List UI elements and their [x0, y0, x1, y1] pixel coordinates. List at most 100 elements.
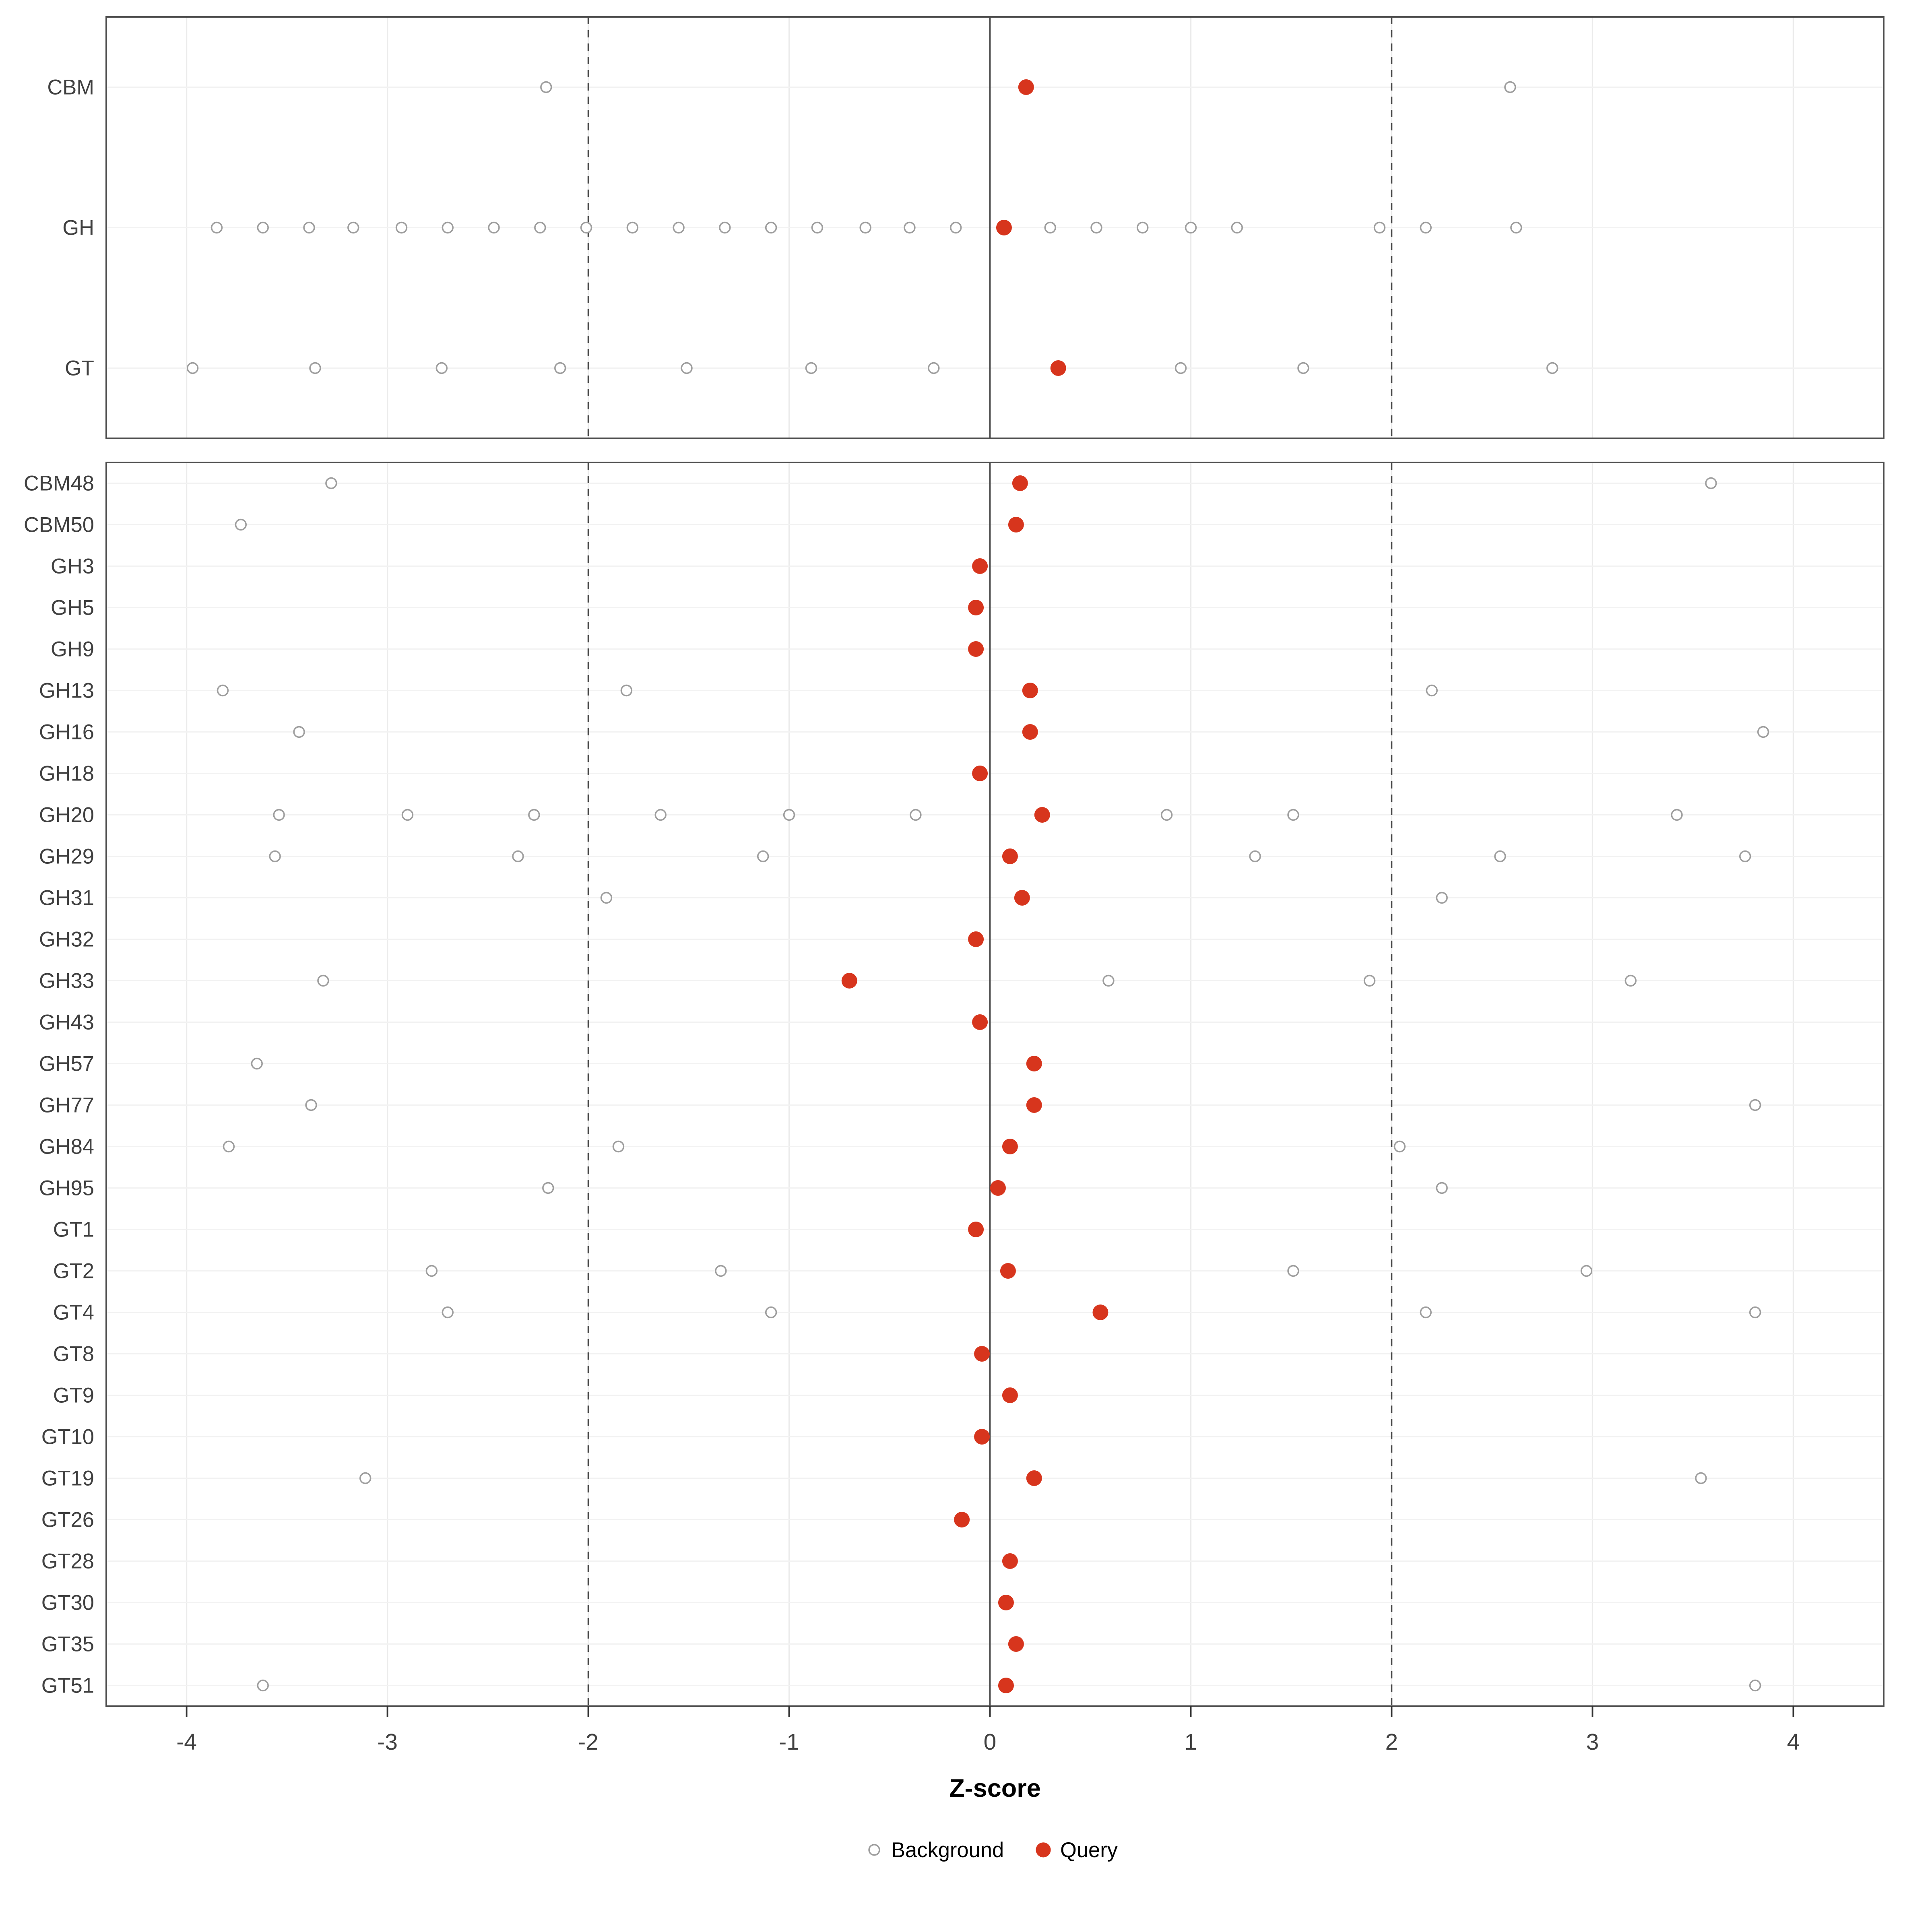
- background-point: [1363, 974, 1376, 987]
- background-point: [273, 809, 285, 821]
- y-axis-label: GT51: [41, 1674, 94, 1698]
- legend-query-icon: [1036, 1842, 1051, 1858]
- background-point: [223, 1140, 235, 1153]
- panel-background: [106, 462, 1884, 1706]
- background-point: [186, 362, 199, 374]
- legend-background-icon: [868, 1844, 880, 1856]
- query-point: [972, 558, 988, 574]
- y-axis-label: GH9: [51, 638, 94, 661]
- panel-summary: CBM GH GT: [47, 16, 1885, 439]
- background-point: [765, 1306, 777, 1319]
- background-point: [1436, 892, 1448, 904]
- background-point: [1436, 1182, 1448, 1194]
- y-axis-label: GT1: [53, 1218, 94, 1242]
- background-point: [765, 221, 777, 234]
- query-point: [1000, 1263, 1016, 1279]
- query-point: [1034, 807, 1050, 823]
- y-axis-label: GH31: [39, 886, 94, 910]
- query-point: [968, 1222, 984, 1238]
- x-axis-tick-label: 3: [1586, 1729, 1599, 1755]
- x-axis-tick-label: -1: [779, 1729, 799, 1755]
- x-axis-tick-label: 0: [984, 1729, 997, 1755]
- y-axis-label: GH29: [39, 845, 94, 869]
- background-point: [1705, 477, 1717, 489]
- background-point: [257, 1679, 269, 1692]
- background-point: [757, 850, 769, 863]
- query-point: [1008, 517, 1024, 533]
- query-point: [972, 766, 988, 781]
- y-axis-label: GH16: [39, 720, 94, 744]
- background-point: [436, 362, 448, 374]
- background-point: [305, 1099, 317, 1111]
- query-point: [954, 1512, 970, 1527]
- query-point: [968, 931, 984, 947]
- background-point: [673, 221, 685, 234]
- query-point: [998, 1678, 1014, 1693]
- background-point: [1420, 1306, 1432, 1319]
- query-point: [1022, 724, 1038, 740]
- background-point: [1287, 1265, 1299, 1277]
- query-point: [1002, 1553, 1018, 1569]
- background-point: [442, 221, 454, 234]
- background-point: [1231, 221, 1243, 234]
- background-point: [359, 1472, 372, 1484]
- background-point: [600, 892, 613, 904]
- query-point: [1008, 1636, 1024, 1652]
- background-point: [805, 362, 817, 374]
- query-point: [972, 1014, 988, 1030]
- query-point: [1050, 360, 1066, 376]
- background-point: [211, 221, 223, 234]
- background-point: [783, 809, 795, 821]
- background-point: [309, 362, 321, 374]
- y-axis-label: CBM: [47, 76, 94, 99]
- query-point: [1018, 79, 1034, 95]
- background-point: [293, 726, 305, 738]
- y-axis-label: GH57: [39, 1052, 94, 1076]
- background-point: [904, 221, 916, 234]
- background-point: [235, 518, 247, 531]
- y-axis-label: GT2: [53, 1259, 94, 1283]
- background-point: [1287, 809, 1299, 821]
- background-point: [1137, 221, 1149, 234]
- query-point: [998, 1595, 1014, 1610]
- y-axis-label: CBM50: [24, 513, 94, 537]
- y-axis-label: GH13: [39, 679, 94, 703]
- x-axis-tick-label: 2: [1385, 1729, 1398, 1755]
- background-point: [512, 850, 524, 863]
- panel-border: [105, 16, 1885, 439]
- background-point: [401, 809, 414, 821]
- x-axis-tick-label: -3: [377, 1729, 398, 1755]
- y-axis-label: GH43: [39, 1011, 94, 1034]
- y-axis-label: GT26: [41, 1508, 94, 1532]
- background-point: [1393, 1140, 1406, 1153]
- background-point: [612, 1140, 625, 1153]
- query-point: [1026, 1056, 1042, 1071]
- background-point: [620, 684, 633, 697]
- y-axis-label: GT28: [41, 1550, 94, 1573]
- legend-label: Background: [891, 1838, 1004, 1862]
- background-point: [859, 221, 871, 234]
- query-point: [1014, 890, 1030, 906]
- background-point: [1297, 362, 1309, 374]
- background-point: [395, 221, 408, 234]
- background-point: [257, 221, 269, 234]
- query-point: [974, 1346, 990, 1362]
- background-point: [811, 221, 824, 234]
- background-point: [1749, 1099, 1761, 1111]
- y-axis-label: GT4: [53, 1301, 94, 1325]
- background-point: [715, 1265, 727, 1277]
- y-axis-label: GH77: [39, 1094, 94, 1117]
- x-axis-tick-label: -2: [578, 1729, 599, 1755]
- background-point: [269, 850, 281, 863]
- background-point: [1739, 850, 1751, 863]
- query-point: [1092, 1305, 1108, 1320]
- background-point: [910, 809, 922, 821]
- background-point: [1757, 726, 1769, 738]
- x-axis-tick-label: 4: [1787, 1729, 1800, 1755]
- background-point: [1185, 221, 1197, 234]
- x-axis-tick-label: 1: [1185, 1729, 1197, 1755]
- y-axis-label: GH5: [51, 596, 94, 620]
- background-point: [1580, 1265, 1593, 1277]
- background-point: [1494, 850, 1506, 863]
